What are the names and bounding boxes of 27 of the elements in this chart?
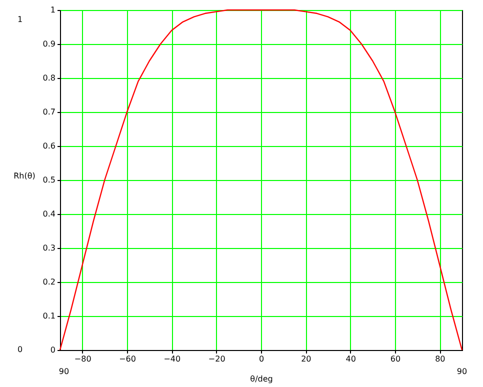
y-tick-label: 0.1 [42,312,56,320]
y-tick-label: 0 [50,346,56,354]
y-tick-label: 0.8 [42,74,56,82]
text: 0 [17,345,23,354]
x-tick-label: −20 [208,354,226,364]
x-tick-label: −40 [164,354,181,364]
x-tick-label: 80 [435,354,446,364]
x-tick-label: −60 [119,354,136,364]
y-tick-label: 1 [50,6,56,14]
x-axis-title: θ/deg [250,374,273,384]
y-tick-label: 0.7 [42,108,56,116]
y-tick-label: 0.9 [42,40,56,48]
y-axis-title: Rh(θ) [14,172,36,180]
y-tick-label: 0.5 [42,176,56,184]
text: 90 [58,367,70,376]
x-tick-label: 20 [301,354,312,364]
x-tick-label: 60 [390,354,401,364]
line-series [59,9,463,351]
x-tick-label: −80 [74,354,92,364]
text: 1 [17,15,23,24]
y-tick-label: 0.6 [42,142,56,150]
x-tick-label: 40 [346,354,356,364]
y-tick-label: 0.3 [42,244,56,252]
y-tick-label: 0.2 [42,278,56,286]
y-tick-label: 0.4 [42,210,56,218]
text: 90 [456,367,468,376]
x-tick-label: 0 [258,354,264,364]
